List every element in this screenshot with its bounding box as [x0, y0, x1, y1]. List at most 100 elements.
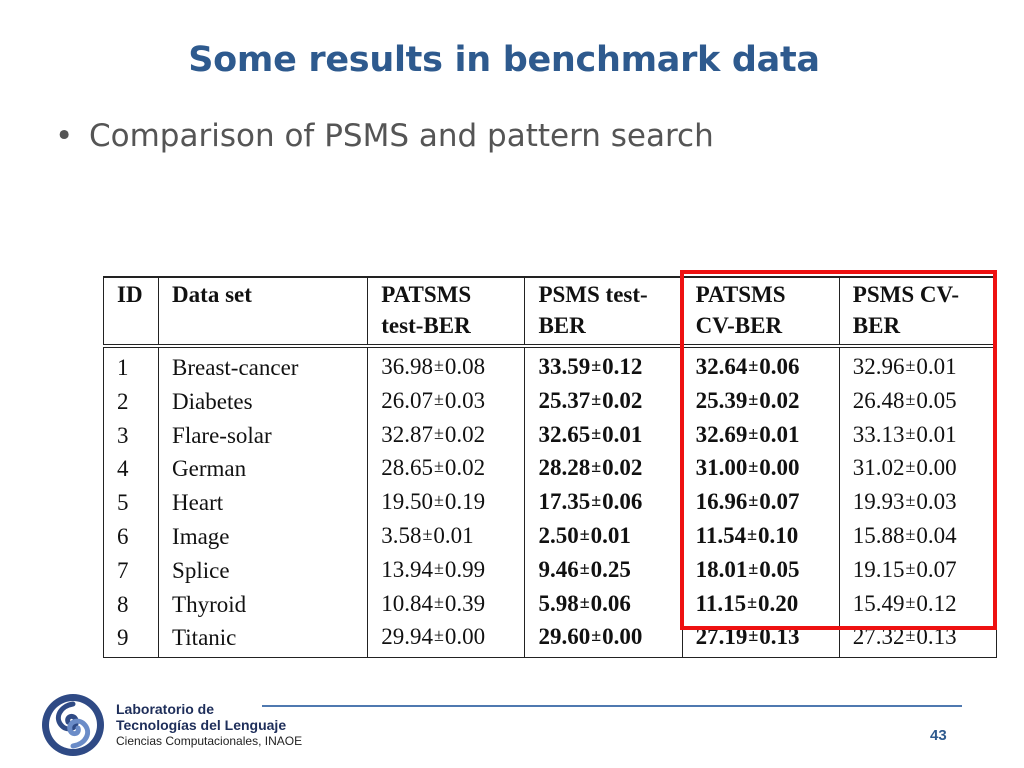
value-mean: 5.98 [538, 590, 579, 616]
row-value-cell: 16.96±0.07 [681, 486, 840, 520]
row-value-cell: 26.07±0.03 [367, 384, 525, 419]
row-value-cell: 29.94±0.00 [367, 621, 525, 659]
bullet-item: • Comparison of PSMS and pattern search [55, 118, 714, 154]
row-value-cell: 19.93±0.03 [838, 486, 998, 520]
value-mean: 15.49 [852, 590, 905, 616]
row-id: 8 [102, 587, 159, 622]
row-value-cell: 17.35±0.06 [524, 486, 683, 520]
row-value-cell: 32.87±0.02 [367, 418, 525, 453]
row-value-cell: 31.00±0.00 [681, 452, 840, 487]
header-label-line-1: PSMS CV- [852, 282, 960, 307]
value-mean: 2.50 [538, 522, 579, 548]
row-dataset-name: Splice [158, 553, 368, 588]
value-std: 0.05 [759, 556, 800, 582]
plus-minus-icon: ± [905, 388, 916, 409]
row-value-cell: 28.28±0.02 [524, 452, 683, 487]
value-std: 0.01 [759, 421, 800, 447]
value-std: 0.12 [916, 590, 957, 616]
value-std: 0.99 [444, 556, 486, 582]
plus-minus-icon: ± [905, 557, 916, 578]
header-cell: PATSMS test-BER [367, 276, 525, 346]
highlight-box [680, 270, 997, 630]
plus-minus-icon: ± [905, 422, 916, 443]
plus-minus-icon: ± [591, 388, 602, 409]
header-label-line-2: CV-BER [695, 313, 783, 338]
value-std: 0.03 [916, 489, 957, 515]
row-dataset-name: Titanic [158, 621, 368, 659]
row-value-cell: 32.96±0.01 [838, 346, 998, 385]
row-value-cell: 25.37±0.02 [524, 384, 683, 419]
value-mean: 19.93 [852, 489, 905, 515]
value-mean: 15.88 [852, 522, 905, 548]
value-std: 0.02 [444, 455, 486, 481]
value-std: 0.01 [916, 421, 957, 447]
table-body: 1 Breast-cancer 36.98±0.08 33.59±0.12 32.64±… [102, 346, 998, 659]
value-mean: 25.37 [538, 387, 591, 413]
header-cell: PSMS CV- BER [838, 276, 998, 346]
value-mean: 17.35 [538, 489, 591, 515]
row-id: 7 [102, 553, 159, 588]
value-mean: 29.60 [538, 624, 591, 650]
plus-minus-icon: ± [434, 557, 444, 578]
header-cell: ID [102, 276, 159, 346]
plus-minus-icon: ± [905, 591, 916, 612]
value-std: 0.02 [602, 455, 643, 481]
value-std: 0.05 [916, 387, 957, 413]
plus-minus-icon: ± [747, 523, 757, 544]
table-row: 4 German 28.65±0.02 28.28±0.02 31.00±0.00 31.… [102, 452, 998, 487]
plus-minus-icon: ± [434, 422, 444, 443]
plus-minus-icon: ± [434, 625, 444, 646]
value-std: 0.01 [590, 522, 631, 548]
value-mean: 36.98 [381, 354, 434, 379]
row-dataset-name: Heart [158, 486, 368, 520]
row-value-cell: 36.98±0.08 [367, 346, 525, 385]
value-mean: 19.50 [381, 489, 434, 515]
plus-minus-icon: ± [579, 523, 590, 544]
plus-minus-icon: ± [748, 625, 759, 646]
row-id: 6 [102, 519, 159, 554]
page-number: 43 [930, 727, 947, 744]
value-std: 0.07 [759, 489, 800, 515]
value-mean: 32.65 [538, 421, 591, 447]
row-value-cell: 33.59±0.12 [524, 346, 683, 385]
footer-line-1: Laboratorio de [116, 701, 215, 717]
plus-minus-icon: ± [905, 625, 916, 646]
row-id: 2 [102, 384, 159, 419]
value-mean: 26.07 [381, 387, 434, 413]
plus-minus-icon: ± [434, 355, 444, 375]
value-mean: 32.69 [695, 421, 748, 447]
row-value-cell: 5.98±0.06 [524, 587, 683, 622]
row-value-cell: 2.50±0.01 [524, 519, 683, 554]
row-value-cell: 3.58±0.01 [367, 519, 525, 554]
row-id: 1 [102, 346, 159, 385]
plus-minus-icon: ± [905, 490, 916, 511]
row-id: 5 [102, 486, 159, 520]
row-id: 9 [102, 621, 159, 659]
plus-minus-icon: ± [905, 523, 916, 544]
value-mean: 10.84 [381, 590, 434, 616]
value-std: 0.25 [590, 556, 631, 582]
value-mean: 13.94 [381, 556, 434, 582]
plus-minus-icon: ± [591, 625, 602, 646]
table-row: 5 Heart 19.50±0.19 17.35±0.06 16.96±0.07 19.9… [102, 486, 998, 520]
value-std: 0.00 [916, 455, 957, 481]
row-value-cell: 15.88±0.04 [838, 519, 998, 554]
results-table-container: ID Data set PATSMS test-BER PSMS test- BER PAT… [102, 276, 998, 659]
value-mean: 16.96 [695, 489, 748, 515]
row-value-cell: 29.60±0.00 [524, 621, 683, 659]
footer-text: Laboratorio de Tecnologías del Lenguaje … [116, 701, 302, 750]
bullet-dot-icon: • [55, 118, 74, 154]
plus-minus-icon: ± [905, 355, 916, 375]
value-mean: 32.87 [381, 421, 434, 447]
value-std: 0.04 [916, 522, 957, 548]
value-std: 0.00 [444, 624, 486, 650]
value-std: 0.01 [916, 354, 957, 379]
value-mean: 28.28 [538, 455, 591, 481]
header-cell: PATSMS CV-BER [681, 276, 840, 346]
value-std: 0.01 [602, 421, 643, 447]
value-mean: 33.59 [538, 354, 591, 379]
row-dataset-name: Breast-cancer [158, 346, 368, 385]
value-mean: 18.01 [695, 556, 748, 582]
plus-minus-icon: ± [591, 456, 602, 477]
